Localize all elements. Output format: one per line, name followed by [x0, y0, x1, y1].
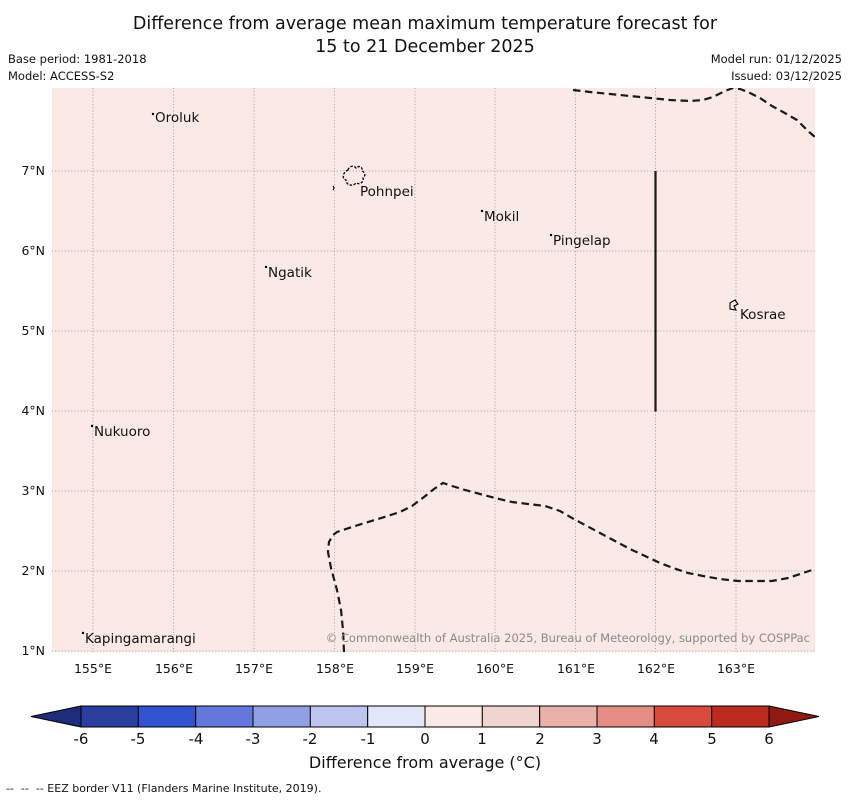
- map-plot-area: Oroluk Pohnpei Mokil Pingelap Ngatik Kos…: [52, 88, 815, 652]
- copyright-text: © Commonwealth of Australia 2025, Bureau…: [325, 631, 810, 645]
- small-island-dots: [81, 112, 553, 635]
- x-axis-tick-159e: 159°E: [395, 661, 434, 676]
- base-period-text: Base period: 1981-2018: [8, 52, 147, 66]
- mokil-dot: [480, 209, 484, 213]
- y-axis-tick-2n: 2°N: [21, 563, 45, 578]
- colorbar-seg-pos4: [653, 705, 713, 728]
- island-label-pohnpei: Pohnpei: [360, 184, 414, 200]
- colorbar-axis-label: Difference from average (°C): [308, 753, 542, 772]
- cbar-tick-0: 0: [420, 730, 430, 748]
- island-label-pingelap: Pingelap: [553, 233, 611, 249]
- island-label-kapingamarangi: Kapingamarangi: [85, 631, 196, 647]
- cbar-tick-neg5: -5: [130, 730, 146, 748]
- colorbar-seg-pos3: [596, 705, 655, 728]
- cbar-tick-pos2: 2: [535, 730, 545, 748]
- eez-legend-text: -- -- -- EEZ border V11 (Flanders Marine…: [6, 782, 322, 795]
- colorbar: [30, 705, 820, 728]
- x-axis-tick-155e: 155°E: [73, 661, 112, 676]
- model-run-text: Model run: 01/12/2025: [710, 52, 842, 66]
- y-axis-tick-4n: 4°N: [21, 403, 45, 418]
- nukuoro-dot: [90, 424, 94, 428]
- ngatik-dot: [264, 265, 268, 269]
- x-axis-tick-163e: 163°E: [716, 661, 755, 676]
- cbar-tick-neg1: -1: [360, 730, 376, 748]
- cbar-tick-pos6: 6: [764, 730, 774, 748]
- x-axis-tick-161e: 161°E: [556, 661, 595, 676]
- issued-text: Issued: 03/12/2025: [731, 69, 842, 83]
- cbar-tick-pos4: 4: [649, 730, 659, 748]
- temperature-anomaly-field: [52, 88, 815, 652]
- colorbar-seg-pos0: [424, 705, 483, 728]
- colorbar-seg-neg6: [80, 705, 139, 728]
- cbar-tick-neg3: -3: [245, 730, 261, 748]
- oroluk-dot: [151, 112, 155, 116]
- colorbar-seg-pos2: [539, 705, 598, 728]
- pohnpei-island-outline: [342, 165, 366, 186]
- colorbar-seg-neg5: [137, 705, 197, 728]
- island-label-nukuoro: Nukuoro: [94, 424, 151, 440]
- eez-border-south: [326, 481, 815, 652]
- map-canvas: [52, 88, 815, 652]
- colorbar-seg-neg4: [195, 705, 254, 728]
- model-text: Model: ACCESS-S2: [8, 69, 115, 83]
- y-axis-tick-3n: 3°N: [21, 483, 45, 498]
- island-label-kosrae: Kosrae: [740, 307, 786, 323]
- y-axis-tick-5n: 5°N: [21, 323, 45, 338]
- page-title-line2: 15 to 21 December 2025: [315, 37, 535, 57]
- y-axis-tick-7n: 7°N: [21, 163, 45, 178]
- colorbar-seg-neg1: [367, 705, 426, 728]
- island-label-oroluk: Oroluk: [155, 110, 200, 126]
- colorbar-segments: [80, 705, 770, 728]
- x-axis-tick-156e: 156°E: [154, 661, 193, 676]
- cbar-tick-pos3: 3: [592, 730, 602, 748]
- x-axis-tick-157e: 157°E: [234, 661, 273, 676]
- y-axis-tick-6n: 6°N: [21, 243, 45, 258]
- colorbar-seg-pos5: [711, 705, 770, 728]
- island-label-ngatik: Ngatik: [268, 265, 312, 281]
- colorbar-seg-neg3: [252, 705, 311, 728]
- cbar-tick-pos1: 1: [477, 730, 487, 748]
- y-axis-tick-1n: 1°N: [21, 643, 45, 658]
- kapingamarangi-dot: [81, 631, 85, 635]
- colorbar-right-arrow: [768, 705, 820, 728]
- pingelap-dot: [549, 233, 553, 237]
- colorbar-seg-pos1: [481, 705, 541, 728]
- cbar-tick-neg6: -6: [73, 730, 89, 748]
- x-axis-tick-158e: 158°E: [315, 661, 354, 676]
- cbar-tick-neg4: -4: [188, 730, 204, 748]
- colorbar-seg-neg2: [309, 705, 369, 728]
- kosrae-island-outline: [729, 299, 739, 311]
- eez-border-north: [572, 88, 815, 138]
- x-axis-tick-160e: 160°E: [475, 661, 514, 676]
- cbar-tick-neg2: -2: [302, 730, 318, 748]
- x-axis-tick-162e: 162°E: [636, 661, 675, 676]
- pohnpei-islet-mark: [332, 185, 335, 191]
- page-title-line1: Difference from average mean maximum tem…: [132, 14, 718, 34]
- cbar-tick-pos5: 5: [707, 730, 717, 748]
- island-label-mokil: Mokil: [484, 209, 520, 225]
- colorbar-left-arrow: [30, 705, 82, 728]
